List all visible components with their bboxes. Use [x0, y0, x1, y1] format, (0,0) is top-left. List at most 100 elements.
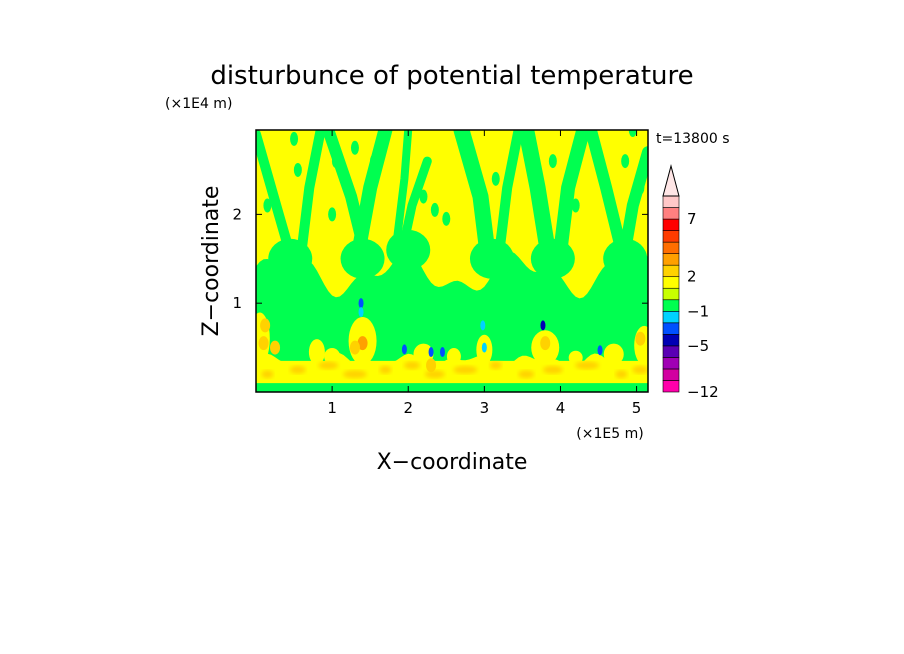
anomaly-spot	[358, 307, 364, 318]
green-fleck	[537, 189, 546, 204]
chart-title: disturbunce of potential temperature	[210, 61, 693, 91]
warm-mottle	[404, 361, 421, 370]
warm-mottle	[261, 370, 274, 379]
colorbar-cell	[662, 380, 680, 393]
yellow-plume	[634, 325, 648, 365]
colorbar-cell	[662, 334, 680, 347]
colorbar-cell	[662, 345, 680, 358]
x-axis-label: X−coordinate	[377, 450, 528, 475]
green-fleck	[369, 154, 378, 169]
warm-mottle	[379, 365, 392, 374]
anomaly-spot	[480, 320, 486, 331]
green-fleck	[628, 130, 637, 137]
anomaly-spot	[426, 358, 437, 373]
green-streak	[296, 130, 326, 255]
warm-mottle	[318, 361, 339, 370]
y-axis: 12	[232, 205, 648, 312]
y-unit-label: (×1E4 m)	[165, 96, 232, 112]
anomaly-spot	[260, 318, 271, 333]
anomaly-spot	[258, 336, 269, 351]
warm-mottle	[289, 365, 306, 374]
green-fleck	[331, 154, 340, 169]
warm-mottle	[632, 365, 648, 374]
warm-mottle	[542, 365, 563, 374]
colorbar-cell	[662, 264, 680, 278]
green-fleck	[293, 162, 302, 177]
green-fleck	[350, 140, 359, 155]
colorbar: −12−5−127	[662, 164, 719, 401]
colorbar-tick-label: 2	[687, 268, 697, 286]
colorbar-cell	[662, 368, 680, 381]
y-tick-label: 1	[232, 294, 242, 312]
green-streak	[584, 130, 628, 256]
green-fleck	[636, 180, 645, 195]
x-axis: 1 2 3 4 5	[327, 130, 641, 417]
y-axis-label: Z−coordinate	[199, 186, 224, 337]
anomaly-spot	[540, 320, 546, 331]
band-bulge	[340, 238, 385, 279]
band-bulge	[469, 238, 514, 279]
green-fleck	[621, 154, 630, 169]
anomaly-spot	[439, 347, 445, 358]
surface-green	[256, 383, 648, 392]
warm-mottle	[342, 370, 367, 379]
anomaly-spot	[358, 298, 364, 309]
yellow-plume	[308, 339, 325, 365]
green-streak	[619, 146, 648, 256]
green-fleck	[571, 198, 580, 213]
green-streak	[392, 130, 413, 245]
yellow-plume	[446, 348, 461, 365]
green-streak	[494, 130, 524, 255]
green-fleck	[430, 202, 439, 217]
colorbar-cell	[662, 253, 680, 266]
band-bulge	[530, 238, 575, 279]
colorbar-cell	[662, 195, 680, 208]
x-tick-label: 1	[327, 399, 337, 417]
anomaly-spot	[357, 336, 368, 351]
green-fleck	[491, 171, 500, 186]
colorbar-tick-label: −1	[687, 302, 709, 320]
colorbar-cell	[662, 207, 680, 220]
green-streak	[399, 156, 432, 246]
x-tick-label: 3	[480, 399, 490, 417]
colorbar-cell	[662, 357, 680, 370]
green-fleck	[328, 207, 337, 222]
x-tick-label: 4	[556, 399, 566, 417]
green-streak	[518, 130, 557, 267]
anomaly-spot	[349, 340, 360, 355]
anomaly-spot	[270, 340, 281, 355]
anomaly-spot	[428, 347, 434, 358]
anomaly-spot	[635, 331, 646, 346]
warm-mottle	[615, 370, 628, 379]
warm-mottle	[489, 361, 502, 370]
colorbar-cell	[662, 287, 680, 301]
plot-area	[256, 130, 648, 392]
band-bulge	[386, 229, 431, 270]
x-tick-label: 5	[632, 399, 642, 417]
yellow-plume	[568, 350, 583, 365]
anomaly-spot	[481, 342, 487, 353]
green-fleck	[419, 189, 428, 204]
colorbar-tick-label: −5	[687, 337, 709, 355]
colorbar-cell	[662, 241, 680, 254]
green-fleck	[290, 131, 299, 146]
plot-frame	[255, 129, 649, 393]
colorbar-tick-label: −12	[687, 383, 719, 401]
yellow-plume	[324, 348, 341, 365]
x-unit-label: (×1E5 m)	[576, 426, 643, 442]
colorbar-tick-label: 7	[687, 210, 697, 228]
x-tick-label: 2	[403, 399, 413, 417]
band-bulge	[603, 238, 648, 279]
green-streak	[553, 130, 591, 257]
warm-mottle	[575, 361, 600, 370]
green-fleck	[442, 211, 451, 226]
warm-mottle	[424, 370, 445, 379]
y-tick-label: 2	[232, 205, 242, 223]
green-fleck	[263, 198, 272, 213]
colorbar-cell	[662, 276, 680, 289]
green-fleck	[548, 154, 557, 169]
anomaly-spot	[597, 345, 603, 356]
colorbar-cell	[662, 299, 680, 312]
colorbar-cell	[662, 218, 680, 231]
